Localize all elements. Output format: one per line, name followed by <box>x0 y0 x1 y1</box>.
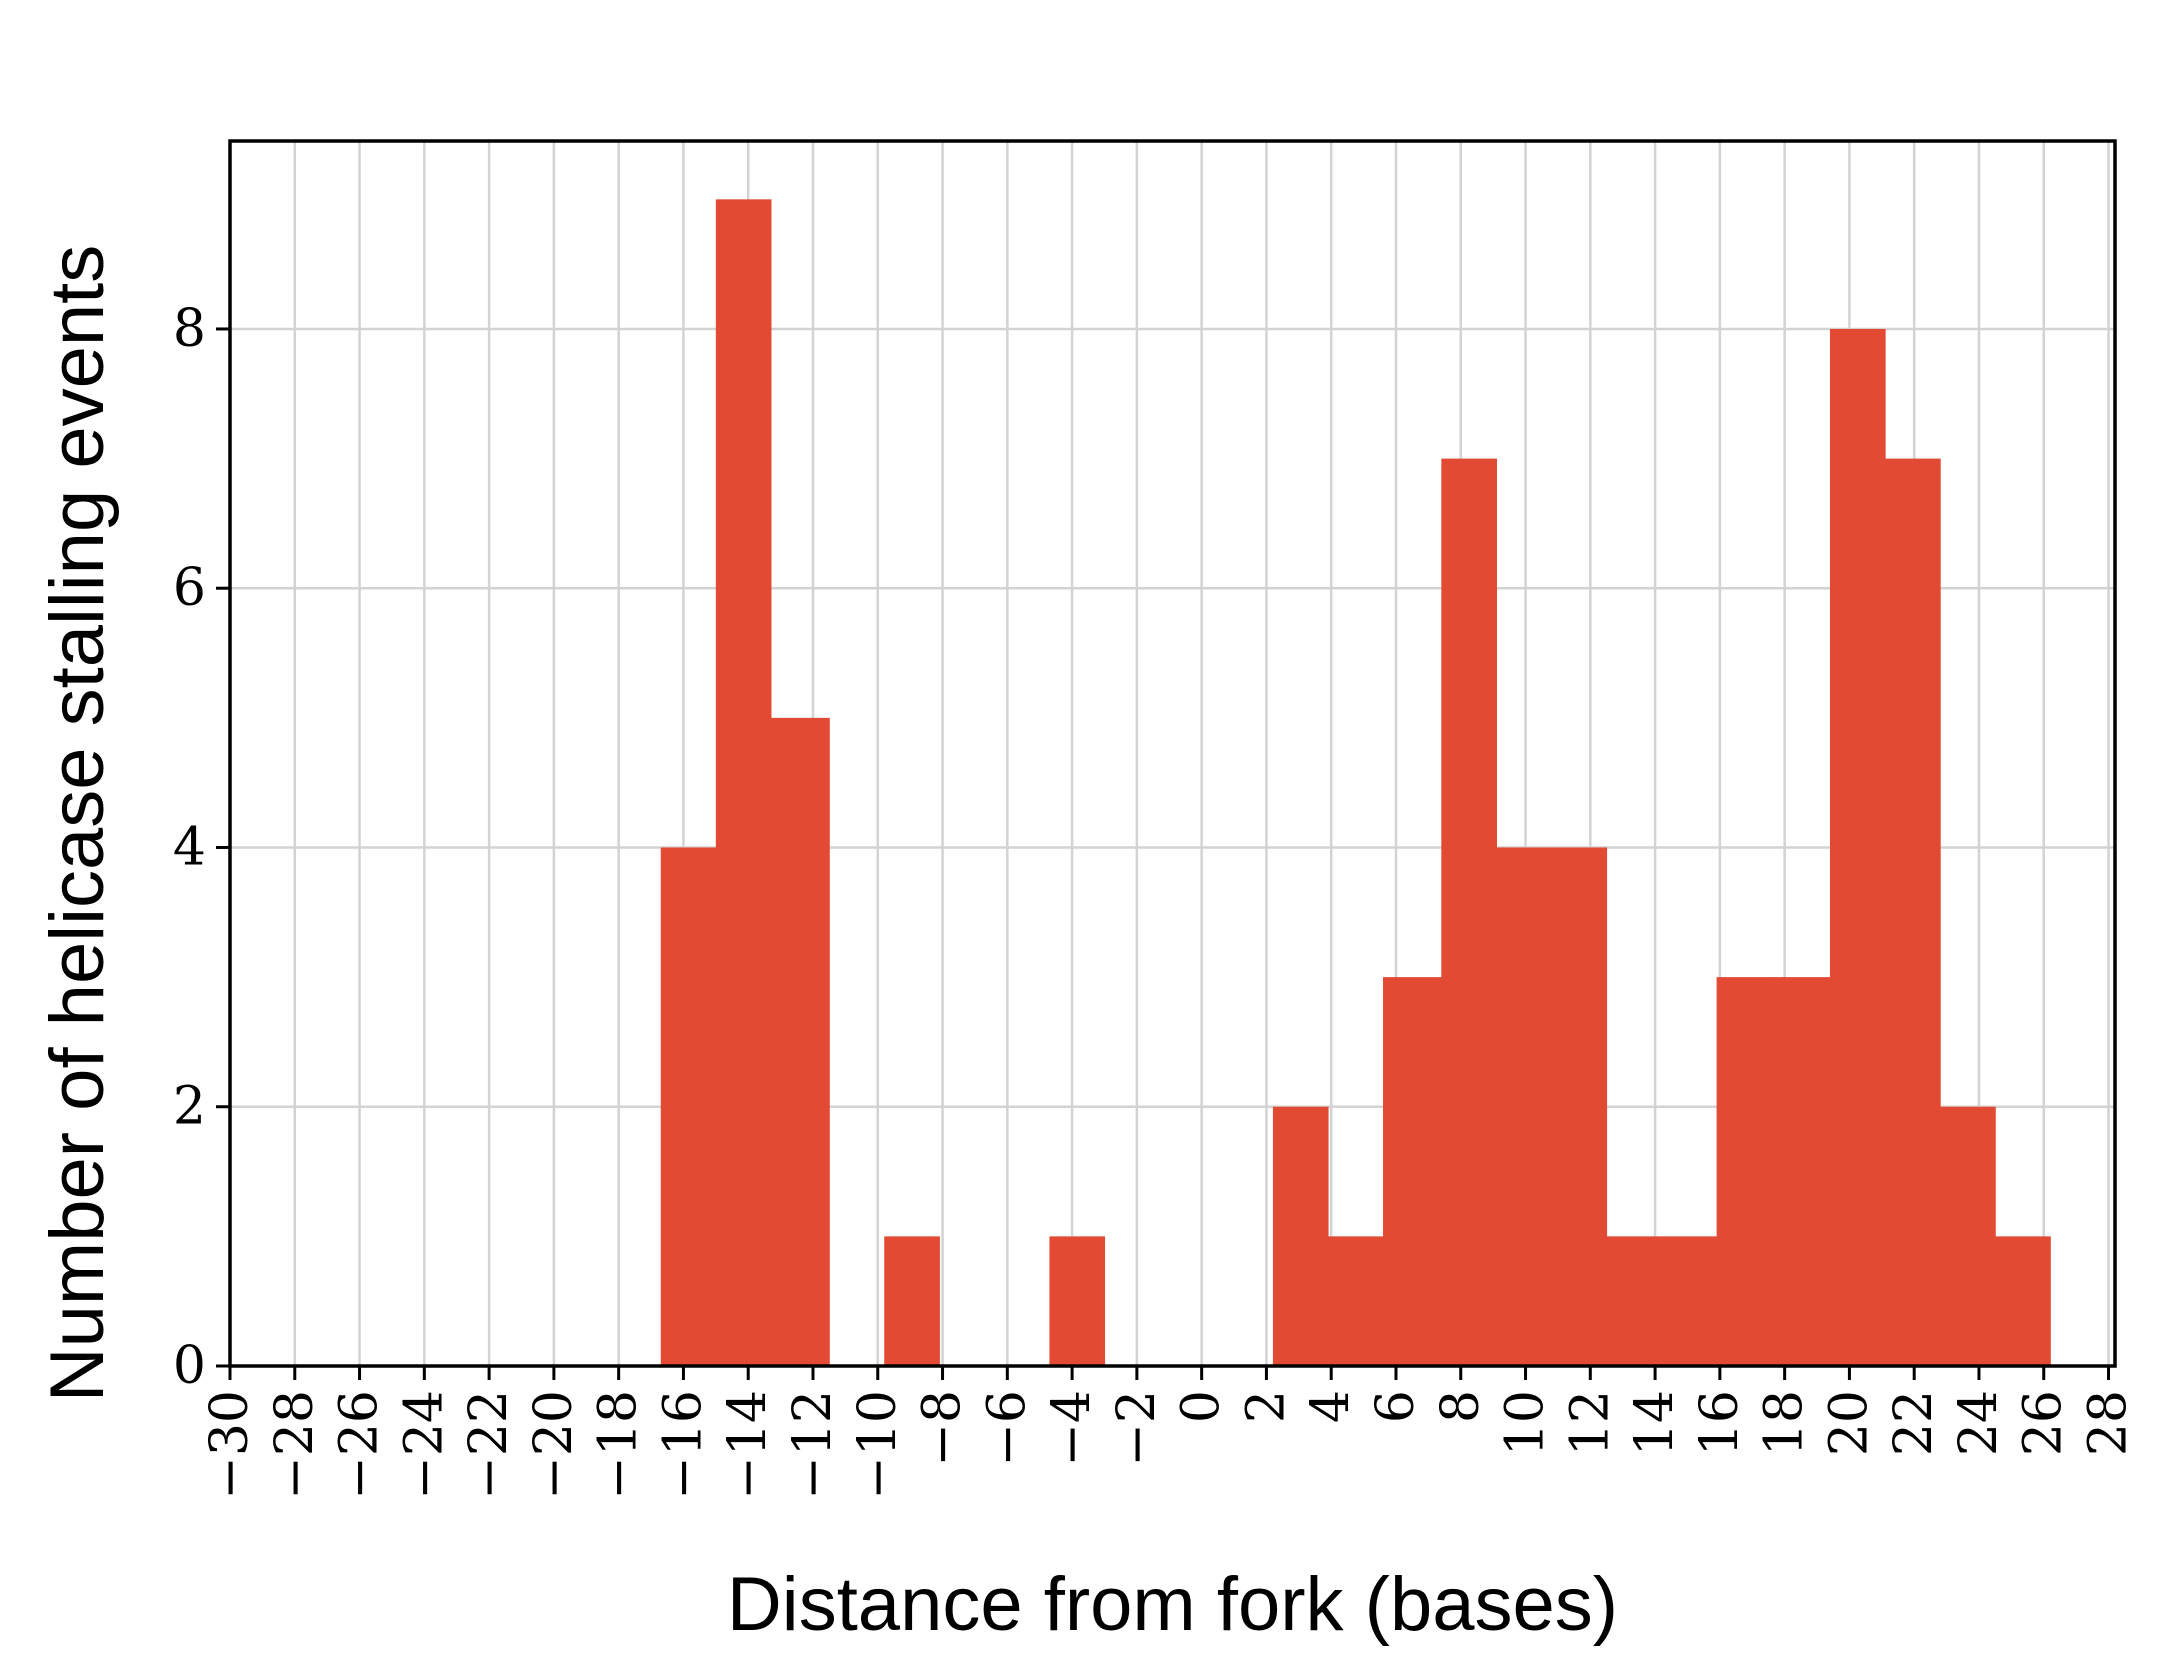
x-tick-label: −8 <box>913 1390 973 1467</box>
histogram-bar <box>1995 1236 2051 1366</box>
histogram-bar <box>1940 1106 1996 1366</box>
x-tick-label: 6 <box>1366 1390 1426 1423</box>
histogram-bar <box>1829 328 1886 1367</box>
y-tick-label: 2 <box>173 1077 206 1137</box>
histogram-bar <box>770 717 830 1366</box>
y-tick-label: 4 <box>173 817 206 877</box>
x-tick-label: −6 <box>977 1390 1037 1467</box>
y-tick-label: 0 <box>173 1336 206 1396</box>
histogram-bar <box>715 199 772 1366</box>
y-tick-label: 8 <box>173 299 206 359</box>
x-tick-label: −4 <box>1042 1390 1102 1467</box>
x-tick-label: −26 <box>330 1390 390 1500</box>
histogram-bar <box>1551 847 1608 1366</box>
x-tick-label: 2 <box>1236 1390 1296 1423</box>
x-tick-label: −30 <box>200 1390 260 1500</box>
x-tick-label: 24 <box>1949 1390 2009 1456</box>
x-tick-label: 18 <box>1755 1390 1815 1456</box>
x-tick-label: −14 <box>718 1390 778 1500</box>
x-tick-label: 10 <box>1496 1390 1556 1456</box>
x-tick-label: 16 <box>1690 1390 1750 1456</box>
bars <box>660 199 2051 1367</box>
y-axis-ticks: 0 2 4 6 8 <box>173 299 230 1396</box>
histogram-bar <box>1716 977 1773 1366</box>
x-tick-label: −18 <box>589 1390 649 1500</box>
histogram-bar <box>660 847 717 1366</box>
x-tick-label: 4 <box>1301 1390 1361 1423</box>
y-tick-label: 6 <box>173 558 206 618</box>
plot-frame <box>228 139 2117 1368</box>
histogram-bar <box>1441 458 1497 1366</box>
x-tick-label: −12 <box>783 1390 843 1500</box>
x-tick-label: −10 <box>848 1390 908 1500</box>
x-tick-label: 28 <box>2079 1390 2139 1456</box>
histogram-bar <box>1771 977 1831 1366</box>
x-tick-label: −22 <box>459 1390 519 1500</box>
x-tick-label: 26 <box>2014 1390 2074 1456</box>
x-tick-label: 14 <box>1625 1390 1685 1456</box>
histogram-bar <box>1885 458 1941 1366</box>
x-tick-label: −16 <box>653 1390 713 1500</box>
x-tick-label: 8 <box>1431 1390 1491 1423</box>
x-axis-ticks: −30 −28 −26 −24 −22 −20 −18 −16 −14 −12 −10 −8 −6 −4−… <box>200 1366 2139 1500</box>
x-tick-label: −28 <box>265 1390 325 1500</box>
histogram-bar <box>1383 977 1442 1366</box>
histogram-bar <box>1049 1236 1106 1366</box>
x-tick-label: −24 <box>394 1390 454 1500</box>
x-tick-label: −2 <box>1107 1390 1167 1467</box>
x-tick-label: 22 <box>1884 1390 1944 1456</box>
histogram-bar <box>884 1236 940 1366</box>
histogram-bar <box>1606 1236 1663 1366</box>
x-tick-label: 0 <box>1172 1390 1232 1423</box>
y-axis-label: Number of helicase stalling events <box>35 245 120 1402</box>
histogram-bar <box>1272 1106 1329 1366</box>
x-tick-label: −20 <box>524 1390 584 1500</box>
histogram-bar <box>1496 847 1553 1366</box>
histogram-bar <box>1661 1236 1718 1366</box>
x-axis-label: Distance from fork (bases) <box>727 1562 1618 1647</box>
x-tick-label: 12 <box>1560 1390 1620 1456</box>
x-tick-label: 20 <box>1819 1390 1879 1456</box>
histogram-bar <box>1327 1236 1384 1366</box>
